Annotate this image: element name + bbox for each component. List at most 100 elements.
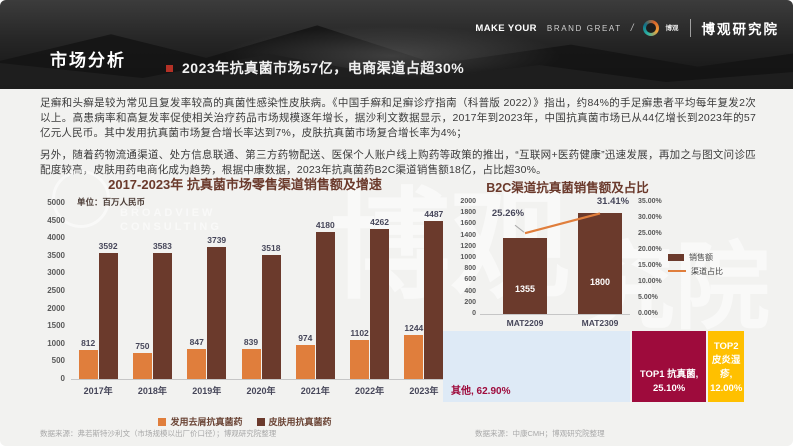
legend-item-skin-antifungal: 皮肤用抗真菌药 <box>256 415 332 428</box>
bar-value-label: 812 <box>81 338 96 349</box>
y-tick-label: 2000 <box>47 303 65 313</box>
treemap-label-top2: TOP2 皮炎湿疹, 12.00% <box>710 341 743 394</box>
right-chart-title: B2C渠道抗真菌销售额及占比 <box>486 181 649 195</box>
bar-skin-antifungal <box>370 228 390 379</box>
body-text: 足癣和头癣是较为常见且复发率较高的真菌性感染性皮肤病。《中国手癣和足癣诊疗指南（… <box>40 96 756 185</box>
y-tick-label: 1000 <box>47 338 65 348</box>
bar-value-label: 3739 <box>207 235 227 246</box>
bar-value-label: 839 <box>243 337 259 348</box>
x-axis-label-year: 2020年 <box>246 386 276 396</box>
y-tick-label-left: 1200 <box>460 242 476 250</box>
y-tick-label-left: 200 <box>464 298 476 306</box>
y-tick-label-right: 15.00% <box>638 262 662 269</box>
broadview-ring-logo-icon <box>642 20 659 36</box>
y-tick-label-right: 30.00% <box>638 214 662 221</box>
y-tick-label-left: 2000 <box>460 198 476 205</box>
bar-hair-antifungal <box>295 344 315 379</box>
slide-subtitle: 2023年抗真菌市场57亿，电商渠道占超30% <box>182 60 465 76</box>
brand-block: MAKE YOUR BRAND GREAT / 博观 博观研究院 <box>475 18 779 38</box>
bar-skin-antifungal <box>424 221 444 379</box>
y-tick-label-left: 400 <box>464 287 476 295</box>
y-tick-label-left: 1600 <box>460 220 476 228</box>
watermark-ring-icon <box>52 170 110 228</box>
paragraph-1: 足癣和头癣是较为常见且复发率较高的真菌性感染性皮肤病。《中国手癣和足癣诊疗指南（… <box>40 97 756 139</box>
paragraph-2: 另外，随着药物流通渠道、处方信息联通、第三方药物配送、医保个人账户线上购药等政策… <box>40 149 756 176</box>
y-tick-label: 4000 <box>47 233 65 243</box>
line-point-label: 31.41% <box>596 195 630 207</box>
bar-skin-antifungal <box>315 231 335 379</box>
y-tick-label-left: 800 <box>464 265 476 273</box>
bar-hair-antifungal <box>241 349 261 379</box>
legend-label: 销售额 <box>689 252 713 262</box>
y-tick-label: 4500 <box>47 215 65 225</box>
y-tick-label-right: 10.00% <box>638 278 662 285</box>
bar-value-label: 1102 <box>350 328 369 339</box>
bar-hair-antifungal <box>404 335 424 379</box>
legend-label: 发用去屑抗真菌药 <box>170 417 243 427</box>
bar-hair-antifungal <box>187 349 207 379</box>
x-axis-label-year: 2022年 <box>355 386 385 396</box>
y-tick-label: 3500 <box>47 250 65 260</box>
treemap-segment-2: TOP2 皮炎湿疹, 12.00% <box>708 331 744 402</box>
legend-swatch-line <box>668 270 686 272</box>
y-tick-label-right: 25.00% <box>638 230 662 237</box>
y-tick-label: 500 <box>51 356 65 366</box>
right-chart-x-axis: MAT2209 MAT2309 <box>480 318 630 330</box>
org-name: 博观研究院 <box>701 22 779 38</box>
left-chart-plot: 812 3592 750 3583 847 3739 839 3518 974 4180 1102 4… <box>71 203 451 380</box>
bar-skin-antifungal <box>98 252 118 379</box>
left-chart-y-axis: 5000 4500 4000 3500 3000 2500 2000 1500 1000 500 0 <box>35 198 65 383</box>
right-chart-right-axis: 35.00% 30.00% 25.00% 20.00% 15.00% 10.00% 5.00… <box>638 198 674 317</box>
bar-value-label: 4487 <box>424 209 444 220</box>
x-axis-label-year: 2023年 <box>409 386 439 396</box>
legend-item-sales: 销售额 <box>668 250 723 264</box>
y-tick-label-left: 0 <box>472 310 476 317</box>
y-tick-label: 0 <box>60 374 65 383</box>
bar-value-label: 750 <box>135 340 150 351</box>
y-tick-label-right: 35.00% <box>638 198 662 205</box>
red-bullet-icon <box>166 64 173 72</box>
y-tick-label: 2500 <box>47 286 65 295</box>
x-axis-label-mat: MAT2309 <box>581 318 619 328</box>
chart-antifungal-retail: 2017-2023年 抗真菌市场零售渠道销售额及增速 单位：百万人民币 5000… <box>35 172 455 440</box>
left-chart-legend: 发用去屑抗真菌药 皮肤用抗真菌药 <box>35 415 455 428</box>
subtitle-row: 2023年抗真菌市场57亿，电商渠道占超30% <box>166 58 464 78</box>
bar-value-label: 4180 <box>315 219 335 230</box>
bar-skin-antifungal <box>152 252 172 379</box>
right-chart-legend: 销售额 渠道占比 <box>668 250 723 278</box>
header-banner: 市场分析 2023年抗真菌市场57亿，电商渠道占超30% MAKE YOUR B… <box>0 0 793 89</box>
line-point-label: 25.26% <box>491 208 525 220</box>
b2c-bar-value-label: 1355 <box>514 283 536 294</box>
bar-value-label: 1244 <box>404 323 424 334</box>
left-chart-title: 2017-2023年 抗真菌市场零售渠道销售额及增速 <box>108 177 382 192</box>
b2c-sales-bar <box>503 238 547 314</box>
brand-separator: / <box>630 22 634 34</box>
treemap-segment-0: 其他, 62.90% <box>443 331 630 402</box>
bar-value-label: 3592 <box>98 240 118 251</box>
chart-b2c-antifungal: B2C渠道抗真菌销售额及占比 2000 1800 1600 1400 1200 1000 8… <box>450 172 793 440</box>
bar-value-label: 3583 <box>152 240 172 251</box>
legend-item-share: 渠道占比 <box>668 264 723 278</box>
left-chart-x-axis: 2017年 2018年 2019年 2020年 2021年 2022年 2023年 <box>71 384 451 398</box>
x-axis-label-year: 2017年 <box>83 386 113 396</box>
legend-swatch-orange <box>158 417 167 426</box>
b2c-bar-value-label: 1800 <box>589 276 611 287</box>
y-tick-label-right: 0.00% <box>638 310 658 317</box>
b2c-sales-bar <box>578 213 622 314</box>
left-chart-source: 数据来源：弗若斯特沙利文（市场规模以出厂价口径）；博观研究院整理 <box>40 429 277 438</box>
x-axis-label-mat: MAT2209 <box>506 318 544 328</box>
brand-divider <box>689 19 691 37</box>
treemap-segment-1: TOP1 抗真菌, 25.10% <box>631 331 707 402</box>
bar-skin-antifungal <box>207 247 227 379</box>
y-tick-label: 5000 <box>47 198 65 207</box>
x-axis-label-year: 2018年 <box>137 386 167 396</box>
bar-value-label: 4262 <box>370 216 390 227</box>
treemap-label-other: 其他, 62.90% <box>451 386 511 397</box>
right-chart-source: 数据来源：中康CMH；博观研究院整理 <box>475 429 605 438</box>
brand-tagline-bold: MAKE YOUR <box>475 22 537 34</box>
legend-swatch-bar <box>668 253 684 261</box>
brand-logo-text: 博观 <box>665 24 679 32</box>
y-tick-label-left: 1400 <box>460 231 476 239</box>
y-tick-label-left: 1000 <box>460 254 476 261</box>
